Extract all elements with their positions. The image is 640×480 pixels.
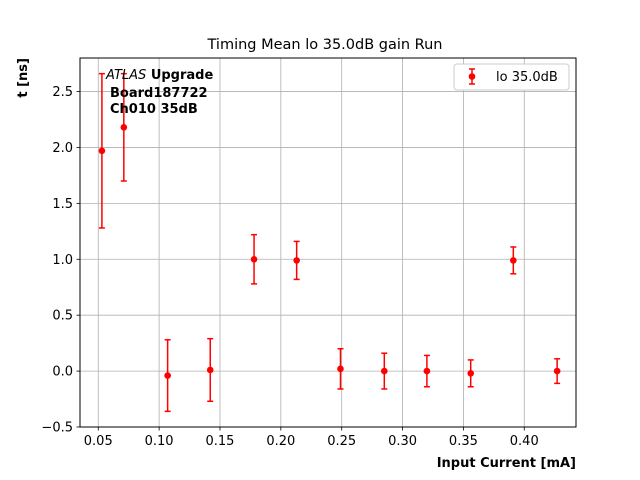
- data-point: [98, 147, 106, 155]
- legend-box: [453, 63, 570, 91]
- data-point: [293, 257, 300, 264]
- data-point: [380, 367, 388, 375]
- legend-marker: [468, 73, 476, 80]
- data-point: [467, 370, 475, 377]
- data-point: [164, 372, 171, 379]
- y-tick-label: 2.5: [52, 85, 73, 100]
- x-tick-label: 0.40: [510, 434, 539, 449]
- x-tick-label: 0.05: [84, 434, 113, 449]
- y-tick-label: 0.0: [52, 365, 73, 380]
- x-tick-label: 0.10: [145, 434, 174, 449]
- data-series: [98, 72, 561, 413]
- legend: lo 35.0dB: [453, 63, 570, 91]
- data-point: [250, 255, 258, 263]
- data-point: [206, 366, 214, 374]
- y-tick-label: 1.5: [52, 197, 73, 212]
- plot-frame: [79, 57, 577, 428]
- data-point: [337, 365, 344, 373]
- y-tick-label: 0.5: [52, 309, 73, 324]
- annotation-board: Board187722: [110, 86, 208, 101]
- annotation-atlas: ATLAS: [105, 68, 146, 83]
- data-point: [120, 124, 128, 131]
- x-tick-label: 0.25: [327, 434, 356, 449]
- axis-ticks: 0.05 0.10 0.15 0.20 0.25 0.30 0.35 0.40 −0.5 0.0 0…: [41, 85, 538, 449]
- annotation-channel: Ch010 35dB: [110, 102, 198, 117]
- annotation-upgrade: Upgrade: [151, 68, 214, 83]
- x-axis-label: Input Current [mA]: [437, 456, 576, 471]
- y-tick-label: 1.0: [52, 253, 73, 268]
- atlas-annotation: ATLAS Upgrade Board187722 Ch010 35dB: [105, 68, 213, 117]
- svg-text:ATLAS Upgrade: ATLAS Upgrade: [105, 68, 213, 83]
- x-tick-label: 0.30: [388, 434, 417, 449]
- data-point: [553, 367, 561, 375]
- x-tick-label: 0.20: [266, 434, 295, 449]
- y-tick-label: −0.5: [41, 421, 73, 436]
- y-tick-label: 2.0: [52, 141, 73, 156]
- legend-label: lo 35.0dB: [496, 70, 558, 85]
- data-point: [423, 367, 431, 375]
- y-axis-label: t [ns]: [16, 58, 31, 98]
- chart-title: Timing Mean lo 35.0dB gain Run: [207, 37, 443, 53]
- x-tick-label: 0.15: [205, 434, 234, 449]
- data-point: [510, 257, 517, 264]
- x-tick-label: 0.35: [449, 434, 478, 449]
